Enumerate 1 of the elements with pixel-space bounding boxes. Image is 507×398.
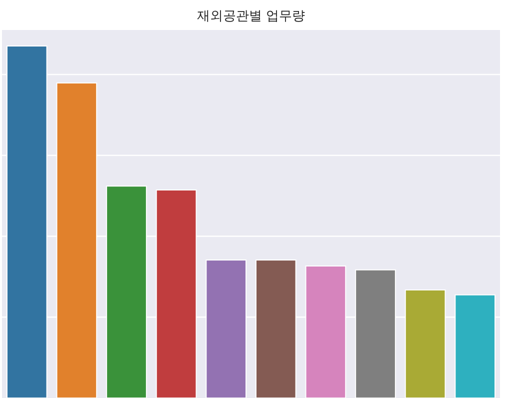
chart-title: 재외공관별 업무량: [196, 9, 306, 24]
